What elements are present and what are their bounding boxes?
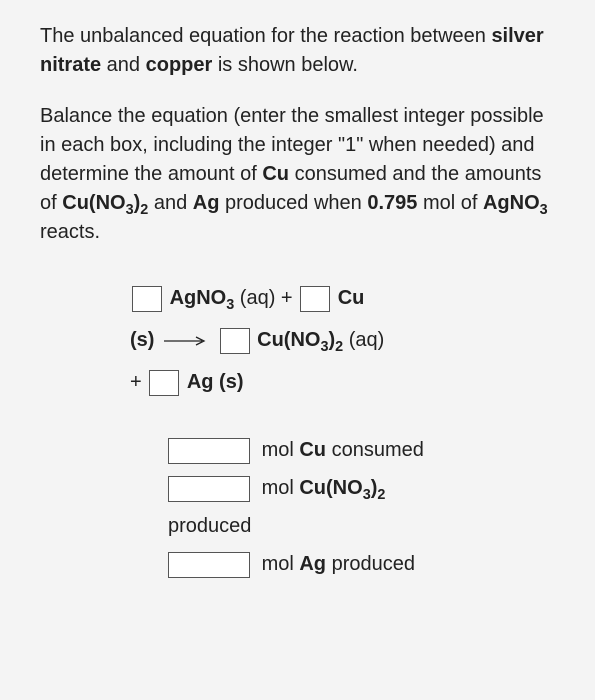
bold-cuno32: Cu(NO3)2 xyxy=(299,477,385,499)
bold-ag: Ag xyxy=(299,553,326,575)
answer-row-cu: mol Cu consumed xyxy=(168,431,555,469)
arrow-icon xyxy=(164,336,208,346)
label: produced xyxy=(168,515,251,537)
bold-cu: Cu xyxy=(262,163,289,185)
equation-line-3: + Ag (s) xyxy=(130,361,555,403)
label: mol xyxy=(262,477,300,499)
text: is shown below. xyxy=(212,54,358,76)
intro-paragraph: The unbalanced equation for the reaction… xyxy=(40,22,555,80)
bold-cu: Cu xyxy=(299,439,326,461)
equation-line-2: (s) Cu(NO3)2 (aq) xyxy=(130,319,555,361)
answer-row-produced-label: produced xyxy=(168,507,555,545)
label: mol xyxy=(262,553,300,575)
coef-input-cu[interactable] xyxy=(300,286,330,312)
text: (aq) xyxy=(343,329,384,351)
coef-input-ag[interactable] xyxy=(149,370,179,396)
label: produced xyxy=(326,553,415,575)
formula-cuno32: Cu(NO3)2 xyxy=(257,329,343,351)
bold-cuno32: Cu(NO3)2 xyxy=(62,192,148,214)
formula-cu: Cu xyxy=(338,287,365,309)
bold-ag: Ag xyxy=(193,192,220,214)
bold-agno3: AgNO3 xyxy=(483,192,548,214)
formula-ag: Ag (s) xyxy=(187,371,244,393)
label: consumed xyxy=(326,439,424,461)
answer-row-ag: mol Ag produced xyxy=(168,545,555,583)
bold-0795: 0.795 xyxy=(367,192,417,214)
mol-input-cuno32[interactable] xyxy=(168,476,250,502)
equation-block: AgNO3 (aq) + Cu (s) Cu(NO3)2 (aq) + Ag (… xyxy=(130,277,555,403)
coef-input-cuno32[interactable] xyxy=(220,328,250,354)
text: (aq) + xyxy=(234,287,298,309)
mol-input-cu[interactable] xyxy=(168,438,250,464)
text: + xyxy=(130,371,147,393)
coef-input-agno3[interactable] xyxy=(132,286,162,312)
text: reacts. xyxy=(40,221,100,243)
question-container: The unbalanced equation for the reaction… xyxy=(0,0,595,603)
text-s: (s) xyxy=(130,329,160,351)
text: and xyxy=(148,192,192,214)
text: The unbalanced equation for the reaction… xyxy=(40,25,491,47)
bold-copper: copper xyxy=(146,54,213,76)
text: mol of xyxy=(417,192,483,214)
label: mol xyxy=(262,439,300,461)
answer-row-cuno32: mol Cu(NO3)2 xyxy=(168,469,555,507)
formula-agno3: AgNO3 xyxy=(170,287,235,309)
equation-line-1: AgNO3 (aq) + Cu xyxy=(130,277,555,319)
text: and xyxy=(101,54,145,76)
mol-input-ag[interactable] xyxy=(168,552,250,578)
text: produced when xyxy=(219,192,367,214)
instructions-paragraph: Balance the equation (enter the smallest… xyxy=(40,102,555,247)
answers-block: mol Cu consumed mol Cu(NO3)2 produced mo… xyxy=(168,431,555,583)
